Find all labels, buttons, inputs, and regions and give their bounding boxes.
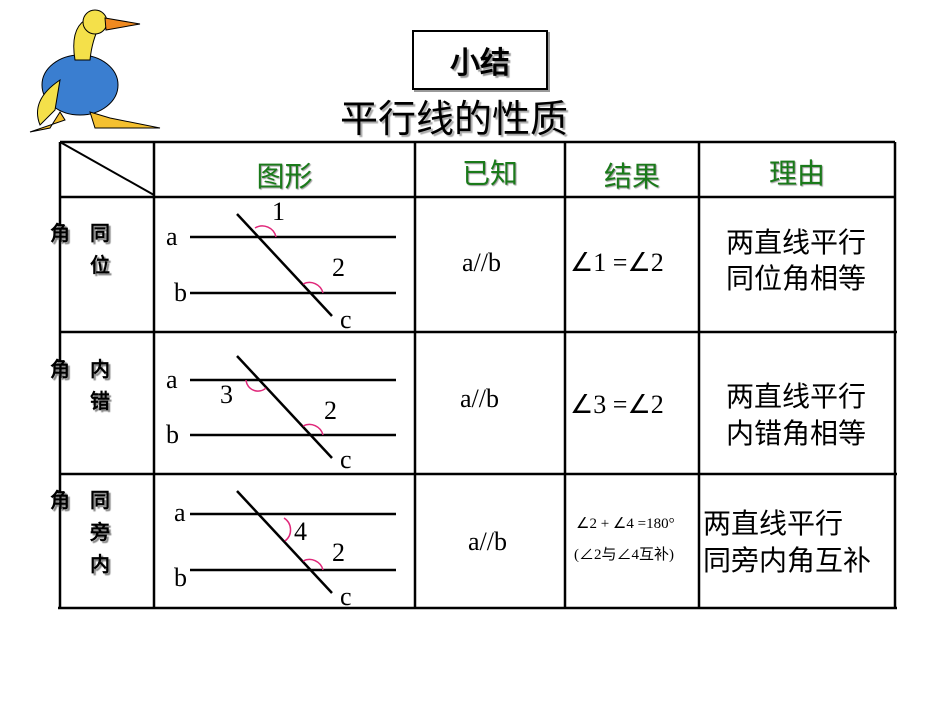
row-label: 错 — [90, 389, 110, 413]
row-label: 角 — [50, 488, 70, 512]
diagram-co-interior — [190, 490, 396, 594]
row-label: 同 — [90, 488, 110, 512]
known-value: a//b — [468, 527, 507, 556]
result-value: ∠1 =∠2 — [570, 248, 664, 277]
angle-label: 4 — [294, 517, 307, 546]
reason-line1: 两直线平行 — [703, 507, 844, 540]
known-value: a//b — [460, 384, 499, 413]
row-label: 角 — [50, 221, 70, 245]
reason-line1: 两直线平行 — [726, 380, 867, 413]
angle-label: 1 — [272, 197, 285, 226]
angle-label: 2 — [332, 253, 345, 282]
line-label-a: a — [174, 498, 186, 527]
angle-label: 2 — [332, 538, 345, 567]
duck-illustration — [29, 9, 161, 133]
header-figure: 图形 — [256, 162, 313, 193]
header-known: 已知 — [461, 159, 518, 190]
diagram-corresponding — [190, 213, 396, 317]
result-value: ∠3 =∠2 — [570, 390, 664, 419]
result-value: ∠2 + ∠4 =180° — [576, 516, 675, 532]
header-reason: 理由 — [768, 159, 825, 190]
line-label-a: a — [166, 222, 178, 251]
row-label: 内 — [90, 552, 110, 576]
row-label: 旁 — [90, 520, 110, 544]
diagram-alternate — [190, 355, 396, 459]
known-value: a//b — [462, 248, 501, 277]
line-label-c: c — [340, 582, 352, 611]
line-label-b: b — [174, 563, 187, 592]
summary-title: 小结 — [412, 30, 548, 90]
row-label: 同 — [90, 221, 110, 245]
header-result: 结果 — [603, 162, 660, 193]
line-label-c: c — [340, 305, 352, 334]
angle-label: 3 — [220, 380, 233, 409]
row-label: 角 — [50, 357, 70, 381]
line-label-b: b — [166, 420, 179, 449]
line-label-b: b — [174, 278, 187, 307]
reason-line2: 同旁内角互补 — [703, 544, 872, 577]
page-title: 平行线的性质 — [340, 99, 569, 141]
line-label-a: a — [166, 365, 178, 394]
row-label: 位 — [90, 253, 110, 277]
result-note: (∠2与∠4互补) — [574, 547, 674, 563]
angle-label: 2 — [324, 396, 337, 425]
reason-line2: 内错角相等 — [726, 417, 867, 450]
reason-line2: 同位角相等 — [726, 262, 867, 295]
reason-line1: 两直线平行 — [726, 226, 867, 259]
line-label-c: c — [340, 445, 352, 474]
row-label: 内 — [90, 357, 110, 381]
